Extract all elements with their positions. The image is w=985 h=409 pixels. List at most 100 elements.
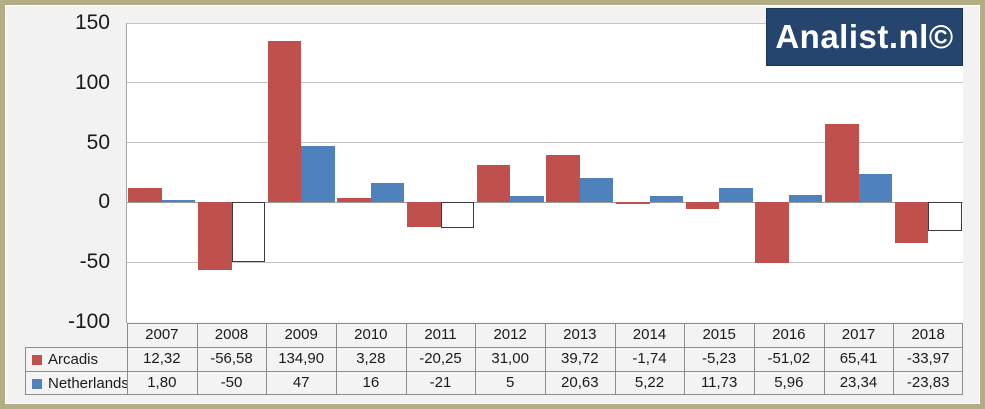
bar-arcadis-2016: [755, 202, 789, 264]
legend-label-arcadis: Arcadis: [48, 351, 99, 368]
table-border-col-6: [545, 323, 546, 395]
gridline-50: [127, 142, 963, 144]
bar-netherlands-2012: [510, 196, 544, 203]
table-border-h1: [25, 347, 963, 348]
legend-netherlands: Netherlands: [26, 372, 127, 396]
table-border-legend-right: [127, 323, 128, 395]
year-header-2017: 2017: [841, 326, 876, 343]
cell-arcadis-2016: -51,02: [767, 350, 811, 367]
cell-arcadis-2015: -5,23: [702, 350, 737, 367]
bar-netherlands-2017: [858, 174, 892, 203]
year-header-2014: 2014: [632, 326, 667, 343]
bar-arcadis-2007: [128, 187, 162, 203]
bar-arcadis-2015: [685, 202, 720, 209]
bar-arcadis-2018: [894, 202, 929, 244]
gridline-100: [127, 82, 963, 84]
cell-netherlands-2015: 11,73: [700, 374, 738, 391]
bar-netherlands-2010: [370, 183, 405, 203]
table-border-col-9: [754, 323, 755, 395]
year-header-2008: 2008: [214, 326, 249, 343]
year-header-2013: 2013: [563, 326, 597, 343]
bar-netherlands-2008: [231, 202, 265, 263]
cell-arcadis-2018: -33,97: [906, 350, 950, 367]
bar-arcadis-2009: [267, 41, 302, 203]
legend-swatch-netherlands: [32, 379, 42, 389]
cell-arcadis-2017: 65,41: [839, 350, 878, 367]
y-tick--50: -50: [79, 250, 110, 274]
cell-netherlands-2010: 16: [362, 374, 380, 391]
legend-label-netherlands: Netherlands: [48, 375, 127, 392]
bar-netherlands-2011: [440, 202, 474, 228]
bar-netherlands-2009: [301, 146, 335, 203]
cell-arcadis-2007: 12,32: [143, 350, 181, 367]
cell-netherlands-2009: 47: [292, 374, 310, 391]
y-tick-50: 50: [86, 130, 110, 154]
y-tick-0: 0: [98, 190, 110, 214]
table-border-col-4: [405, 323, 407, 395]
bar-netherlands-2014: [649, 196, 683, 203]
bar-netherlands-2015: [719, 188, 753, 203]
year-header-2015: 2015: [702, 326, 736, 343]
year-header-2018: 2018: [911, 326, 945, 343]
table-border-col-1: [196, 323, 198, 395]
cell-netherlands-2017: 23,34: [839, 374, 878, 391]
table-border-col-3: [336, 323, 337, 395]
table-border-col-11: [893, 323, 895, 395]
plot-area: [127, 23, 963, 322]
year-header-2007: 2007: [145, 326, 179, 343]
table-border-col-7: [614, 323, 616, 395]
y-tick-150: 150: [74, 11, 110, 34]
table-border-col-10: [823, 323, 825, 395]
cell-arcadis-2012: 31,00: [491, 350, 529, 367]
cell-netherlands-2011: -21: [429, 374, 452, 391]
brand-logo-text: Analist.nl©: [775, 18, 954, 55]
year-header-2011: 2011: [424, 326, 457, 343]
bar-arcadis-2012: [476, 165, 511, 203]
cell-netherlands-2013: 20,63: [561, 374, 599, 391]
y-axis-line: [126, 23, 127, 323]
cell-arcadis-2013: 39,72: [561, 350, 599, 367]
table-border-left: [25, 347, 26, 395]
cell-arcadis-2008: -56,58: [210, 350, 253, 367]
table-border-right: [962, 323, 963, 395]
bar-arcadis-2017: [825, 124, 859, 203]
bar-netherlands-2018: [928, 202, 962, 231]
gridline--50: [127, 261, 963, 263]
table-border-col-5: [475, 323, 477, 395]
cell-netherlands-2008: -50: [220, 374, 243, 391]
bar-arcadis-2008: [198, 202, 232, 271]
data-table: 2007 2008 2009 2010 2011 2012 2013 2014 2015 2016…: [25, 323, 963, 395]
year-header-2010: 2010: [354, 326, 388, 343]
legend-swatch-arcadis: [32, 355, 42, 365]
cell-netherlands-2007: 1,80: [147, 374, 177, 391]
table-border-col-2: [266, 323, 268, 395]
cell-netherlands-2014: 5,22: [634, 374, 665, 391]
cell-netherlands-2012: 5: [505, 374, 515, 391]
cell-netherlands-2016: 5,96: [774, 374, 804, 391]
table-border-bottom: [25, 394, 963, 395]
y-tick-100: 100: [74, 70, 110, 94]
bar-arcadis-2013: [546, 154, 580, 203]
bar-arcadis-2014: [616, 202, 650, 205]
bar-arcadis-2011: [407, 202, 441, 227]
cell-arcadis-2014: -1,74: [632, 350, 667, 367]
gridline-0: [127, 201, 963, 203]
cell-netherlands-2018: -23,83: [906, 374, 950, 391]
bar-netherlands-2007: [161, 200, 196, 203]
bar-arcadis-2010: [337, 198, 371, 203]
year-header-2012: 2012: [493, 326, 527, 343]
gridline-150: [127, 23, 963, 24]
brand-logo: Analist.nl©: [766, 8, 963, 66]
bar-netherlands-2016: [788, 195, 823, 203]
table-border-col-8: [684, 323, 686, 395]
legend-arcadis: Arcadis: [26, 348, 127, 372]
y-tick--100: -100: [67, 310, 110, 333]
year-header-2009: 2009: [284, 326, 318, 343]
cell-arcadis-2010: 3,28: [356, 350, 386, 367]
bar-netherlands-2013: [579, 177, 614, 203]
table-border-h2: [25, 371, 963, 372]
cell-arcadis-2011: -20,25: [419, 350, 462, 367]
cell-arcadis-2009: 134,90: [278, 350, 325, 367]
year-header-2016: 2016: [772, 326, 806, 343]
